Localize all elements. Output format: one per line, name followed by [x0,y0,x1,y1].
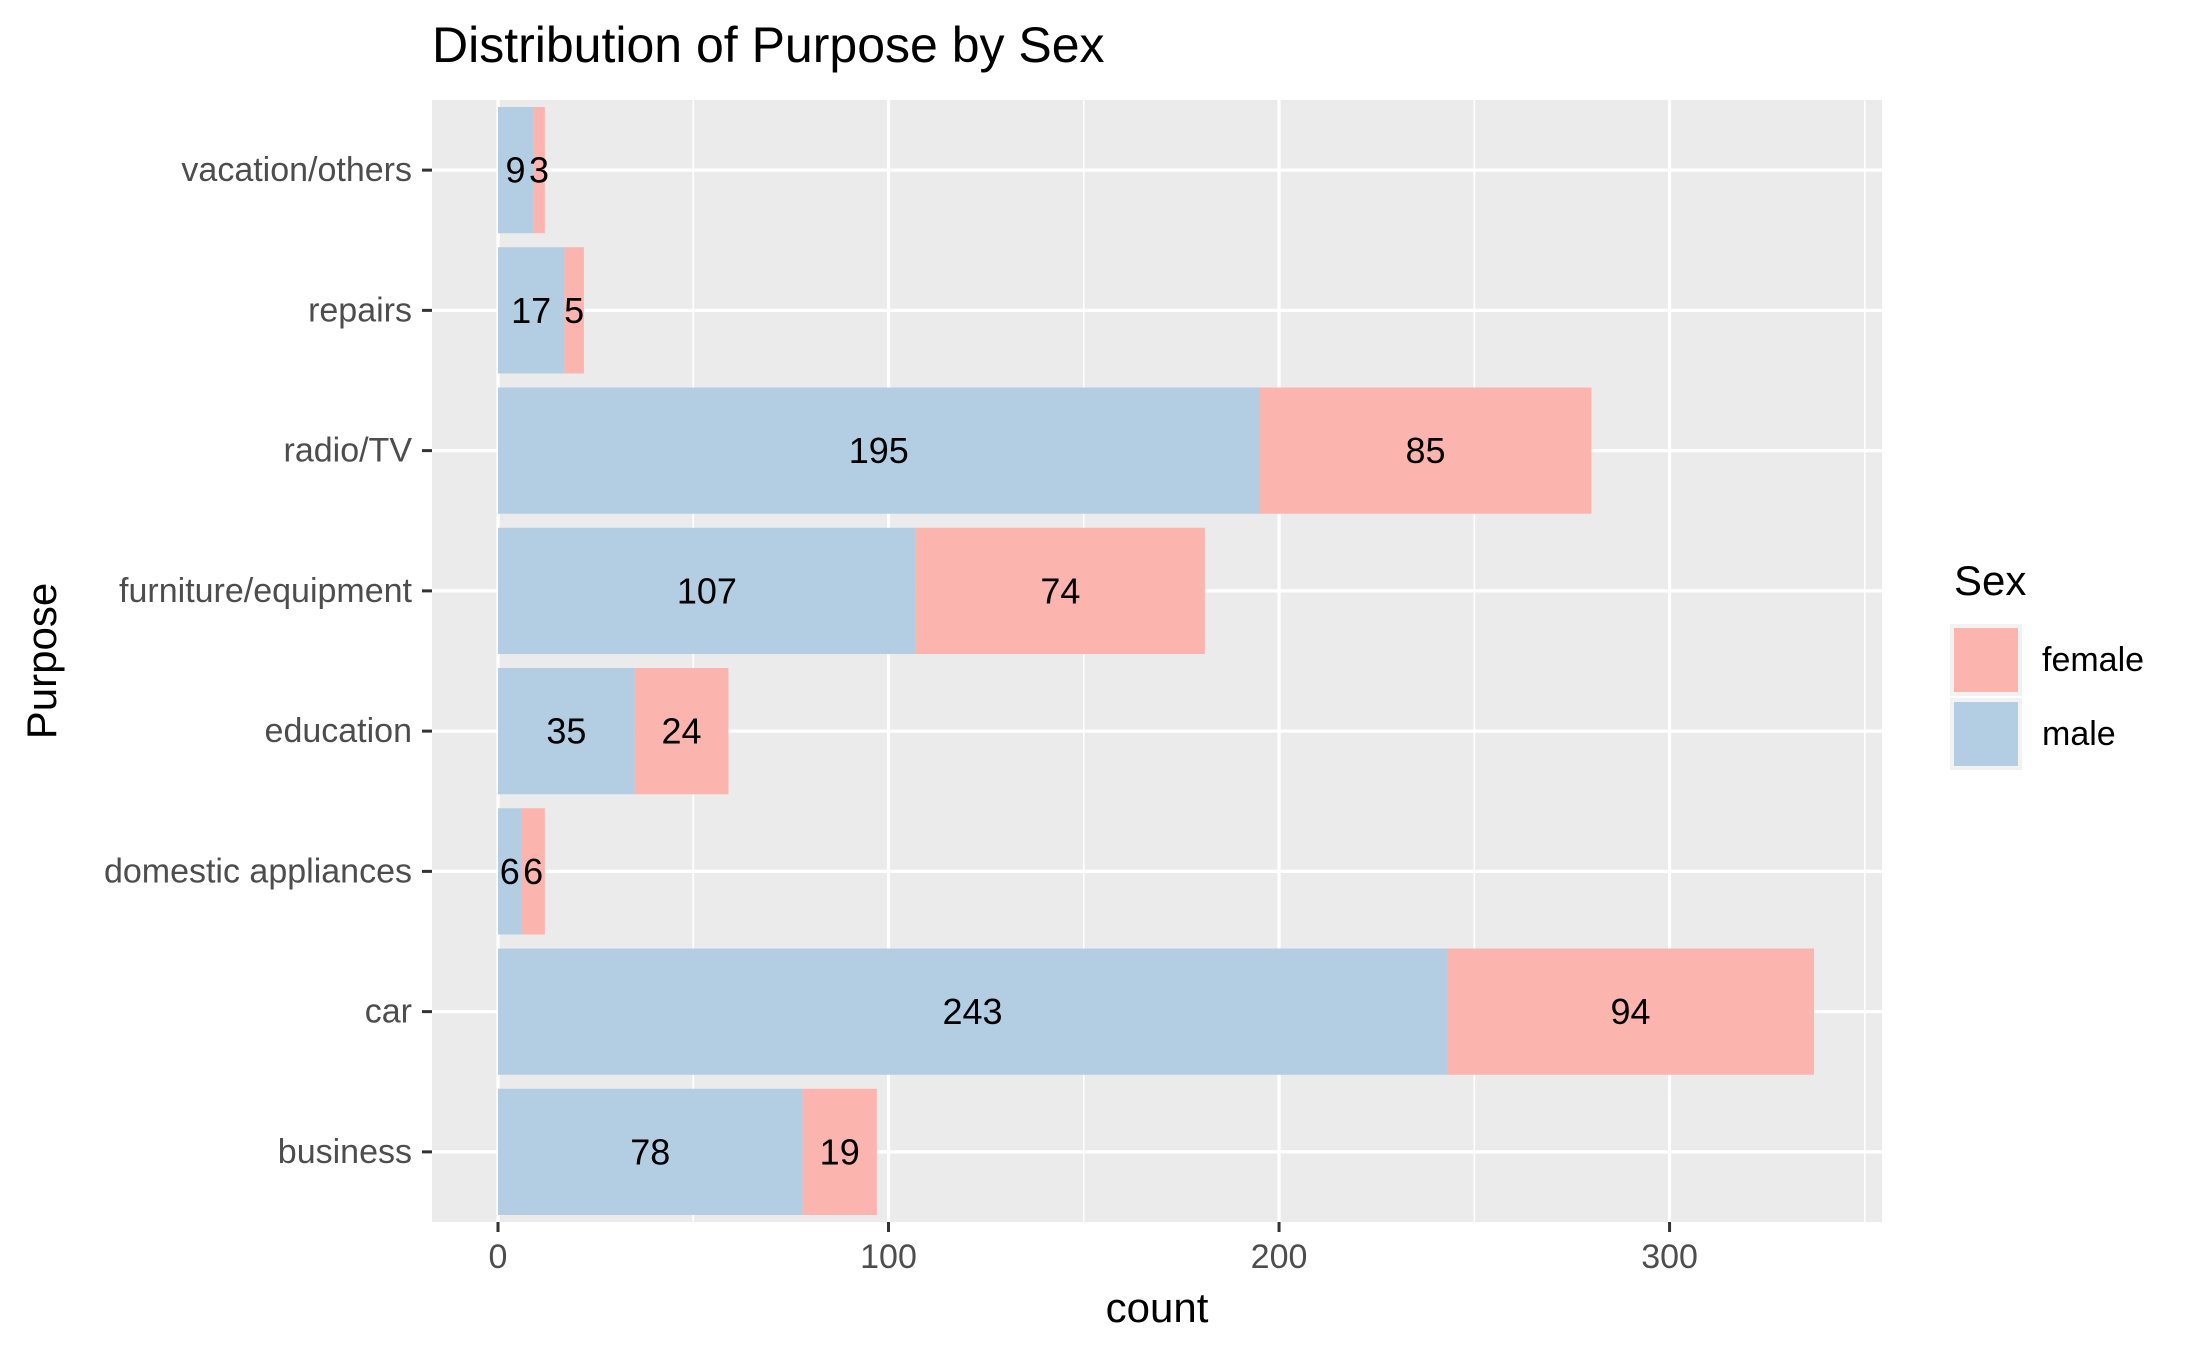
bar-male [497,247,565,374]
bar-label-female: 85 [1405,430,1445,471]
bar-male [497,107,534,234]
bar-label-female: 94 [1610,991,1650,1032]
bar-label-male: 195 [849,430,909,471]
bar-male [497,668,635,795]
bar-female [634,668,729,795]
bar-male [497,527,916,654]
y-axis-title: Purpose [18,583,65,739]
y-tick-label: education [265,712,412,750]
bar-female [802,1088,877,1215]
x-tick-label: 300 [1641,1238,1698,1276]
bar-female [1259,387,1592,514]
bar-label-female: 19 [820,1131,860,1172]
bars [497,107,1815,1215]
bar-male [497,387,1260,514]
legend: Sex female male [1950,557,2144,770]
bar-label-female: 6 [523,851,543,892]
bar-label-male: 107 [677,570,737,611]
x-axis: 0 100 200 300 [489,1222,1698,1276]
legend-swatch-female [1954,628,2018,692]
legend-title: Sex [1954,557,2026,604]
bar-label-female: 3 [529,150,549,191]
y-tick-label: business [278,1133,412,1171]
legend-swatch-male [1954,702,2018,766]
bar-label-female: 24 [662,711,702,752]
y-tick-label: furniture/equipment [119,572,413,610]
x-axis-title: count [1106,1284,1209,1331]
bar-label-male: 78 [630,1131,670,1172]
chart-title: Distribution of Purpose by Sex [432,17,1105,73]
x-tick-label: 0 [489,1238,508,1276]
bar-labels: 78 19 243 94 6 6 35 24 107 74 195 85 17 5 9 3 [500,150,1651,1173]
y-axis: business car domestic appliances education f… [104,151,432,1171]
legend-items: female male [1950,624,2144,770]
x-tick-label: 100 [860,1238,917,1276]
bar-male [497,948,1447,1075]
bar-label-male: 9 [506,150,526,191]
bar-label-male: 35 [546,711,586,752]
bar-male [497,808,522,935]
x-tick-label: 200 [1251,1238,1308,1276]
bar-label-female: 5 [564,290,584,331]
y-tick-label: vacation/others [181,151,412,189]
y-tick-label: repairs [308,291,412,329]
bar-female [564,247,584,374]
bar-male [497,1088,803,1215]
bar-female [533,107,545,234]
bar-label-male: 17 [511,290,551,331]
bar-female [915,527,1205,654]
y-tick-label: car [365,993,412,1031]
bar-female [1446,948,1815,1075]
bar-female [521,808,545,935]
legend-label-male: male [2042,715,2116,753]
bar-label-male: 243 [942,991,1002,1032]
legend-label-female: female [2042,641,2144,679]
bar-label-male: 6 [500,851,520,892]
bar-label-female: 74 [1040,570,1080,611]
y-tick-label: domestic appliances [104,852,412,890]
y-tick-label: radio/TV [284,432,413,470]
